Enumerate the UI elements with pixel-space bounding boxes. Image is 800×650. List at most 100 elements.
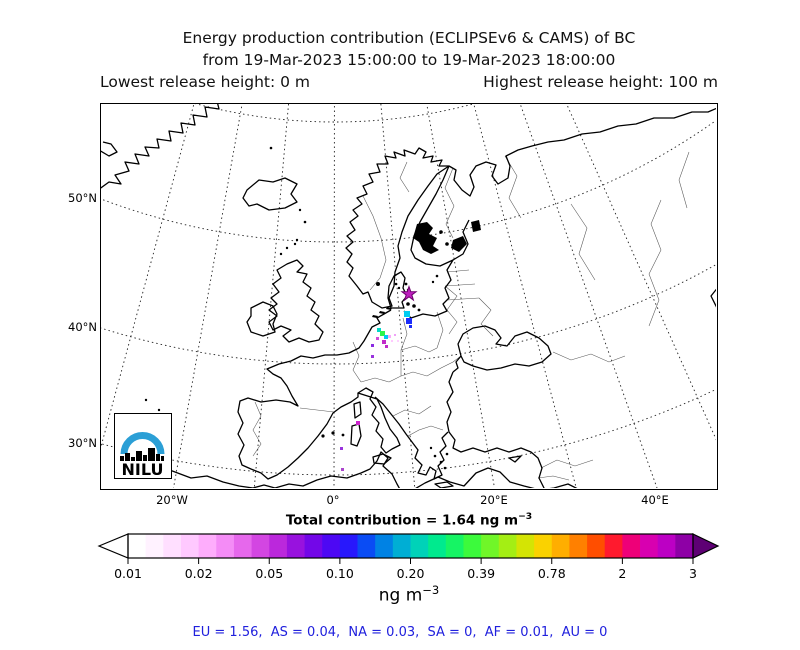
colorbar-segment <box>410 534 429 558</box>
release-site-star-marker <box>400 284 418 302</box>
coast-black-sea <box>457 325 552 371</box>
colorbar-segment <box>163 534 182 558</box>
colorbar-segment <box>198 534 217 558</box>
lowest-release-height-label: Lowest release height: 0 m <box>100 73 311 91</box>
colorbar-segment <box>640 534 659 558</box>
nilu-logo-graphic: NILU <box>120 432 165 479</box>
coast-arctic-russia <box>448 107 716 197</box>
colorbar-tick-label: 0.05 <box>255 566 284 581</box>
meridian-line <box>519 104 658 488</box>
colorbar-segment <box>498 534 517 558</box>
colorbar-segment <box>128 534 147 558</box>
graticule-grid-lines <box>101 104 716 488</box>
coast-great-britain <box>268 259 324 343</box>
europe-map <box>101 104 716 488</box>
colorbar-left-arrow <box>97 533 129 559</box>
colorbar-segment <box>657 534 676 558</box>
meridian-line <box>566 104 716 441</box>
nilu-logo: NILU <box>114 413 172 479</box>
colorbar-segment <box>428 534 447 558</box>
coast-scandinavia <box>345 147 450 309</box>
coast-iceland <box>242 177 298 211</box>
colorbar-segment <box>322 534 341 558</box>
colorbar-tick-label: 3 <box>689 566 697 581</box>
colorbar-tick-label: 0.78 <box>537 566 566 581</box>
coast-denmark <box>387 271 408 309</box>
colorbar-segment <box>551 534 570 558</box>
colorbar-segment <box>516 534 535 558</box>
meridian-line <box>173 104 243 488</box>
total-contribution-label: Total contribution = 1.64 ng m−3 <box>100 511 718 529</box>
colorbar-segment <box>445 534 464 558</box>
coast-karelia <box>452 219 470 261</box>
colorbar-segment <box>339 534 358 558</box>
colorbar-tick-label: 0.01 <box>114 566 142 581</box>
figure-title-line1: Energy production contribution (ECLIPSEv… <box>182 29 636 47</box>
nilu-skyline-icon <box>120 448 164 461</box>
coastlines <box>101 104 716 488</box>
meridian-line <box>473 104 577 488</box>
region-contributions-line: EU = 1.56, AS = 0.04, NA = 0.03, SA = 0,… <box>192 625 608 640</box>
colorbar-segment <box>375 534 394 558</box>
colorbar-segment <box>304 534 323 558</box>
lon-tick-label: 40°E <box>641 493 669 507</box>
colorbar-segment <box>604 534 623 558</box>
meridian-line <box>333 104 335 488</box>
colorbar-segment <box>233 534 252 558</box>
colorbar-segment <box>180 534 200 558</box>
colorbar-segment <box>145 534 164 558</box>
colorbar-right-arrow <box>692 533 720 559</box>
coast-north-africa-west <box>158 451 400 488</box>
colorbar-tick-label: 0.20 <box>396 566 425 581</box>
colorbar-tick-label: 2 <box>618 566 627 581</box>
coast-sicily <box>372 453 392 465</box>
coast-caspian-edge <box>710 288 716 308</box>
colorbar-segment <box>357 534 376 558</box>
colorbar-segment <box>269 534 288 558</box>
colorbar-tick-label: 0.10 <box>325 566 354 581</box>
highest-release-height-label: Highest release height: 100 m <box>483 73 718 91</box>
colorbar-segment <box>534 534 553 558</box>
concentration-cells <box>340 311 412 471</box>
nilu-arch-icon <box>120 432 165 455</box>
lat-tick-label: 50°N <box>68 191 97 205</box>
total-contribution-text: Total contribution = 1.64 ng m <box>285 512 519 529</box>
coast-north-africa-east <box>415 467 578 488</box>
colorbar-tick-label: 0.02 <box>184 566 213 581</box>
colorbar-segment <box>587 534 606 558</box>
colorbar-tick-label: 0.39 <box>467 566 496 581</box>
lat-tick-label: 40°N <box>68 320 97 334</box>
total-contribution-exponent: −3 <box>518 511 533 522</box>
colorbar-segment <box>569 534 588 558</box>
parallel-line <box>101 264 716 365</box>
unit-text: ng m <box>378 585 423 606</box>
colorbar-segment <box>675 534 694 558</box>
country-borders <box>252 151 690 481</box>
colorbar-segment <box>392 534 411 558</box>
lon-tick-label: 20°W <box>156 493 188 507</box>
nilu-logo-text: NILU <box>122 460 164 477</box>
unit-exponent: −3 <box>422 583 440 597</box>
colorbar-segment <box>216 534 235 558</box>
lat-tick-label: 30°N <box>68 436 97 450</box>
lon-tick-label: 20°E <box>480 493 508 507</box>
lon-tick-label: 0° <box>326 493 340 507</box>
coast-bosphorus <box>452 355 462 373</box>
coast-ireland <box>246 301 278 337</box>
colorbar-segment <box>481 534 500 558</box>
map-frame <box>100 103 718 490</box>
colorbar-segment <box>622 534 641 558</box>
coast-corsica <box>353 401 362 419</box>
figure-title-block: Energy production contribution (ECLIPSEv… <box>100 27 718 93</box>
colorbar-unit-label: ng m−3 <box>100 583 718 606</box>
lakes-and-islands <box>144 146 481 470</box>
release-height-line: Lowest release height: 0 m Highest relea… <box>100 71 718 93</box>
coast-cyprus <box>508 455 522 463</box>
coast-italy <box>357 387 401 454</box>
coast-balkans-greece <box>374 396 449 480</box>
coast-greenland <box>101 104 220 189</box>
coast-sardinia <box>350 423 362 447</box>
colorbar-segment <box>251 534 270 558</box>
coast-crete <box>434 481 454 488</box>
colorbar-segment <box>286 534 305 558</box>
